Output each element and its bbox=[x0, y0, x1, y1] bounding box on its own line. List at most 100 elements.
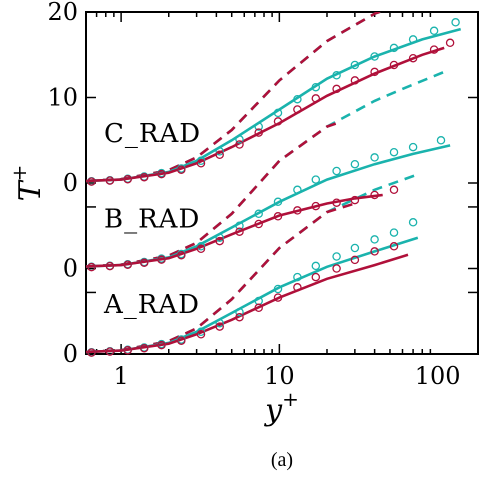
cyan-marker bbox=[293, 185, 302, 195]
cyan-marker bbox=[332, 71, 341, 80]
cyan-marker bbox=[408, 35, 418, 44]
cyan-dashed-line bbox=[86, 12, 384, 183]
x-axis-label-sup: + bbox=[282, 387, 299, 411]
red-marker bbox=[139, 343, 149, 353]
cyan-marker bbox=[293, 94, 302, 104]
y-tick-label: 0 bbox=[63, 340, 78, 368]
red-marker bbox=[332, 198, 341, 207]
cyan-marker bbox=[389, 43, 399, 53]
red-marker bbox=[311, 201, 321, 211]
cyan-marker bbox=[451, 18, 460, 27]
cyan-marker bbox=[408, 218, 418, 227]
red-marker bbox=[293, 206, 302, 215]
cyan-marker bbox=[235, 221, 244, 231]
red-marker bbox=[254, 219, 263, 229]
cyan-marker bbox=[235, 135, 244, 144]
red-marker bbox=[157, 340, 166, 350]
red-marker bbox=[105, 261, 115, 271]
red-marker bbox=[215, 150, 224, 160]
red-marker bbox=[370, 190, 379, 200]
red-marker bbox=[273, 293, 283, 302]
cyan-marker bbox=[196, 242, 206, 251]
cyan-marker bbox=[215, 233, 224, 242]
cyan-marker bbox=[215, 318, 224, 328]
y-tick-label: 0 bbox=[63, 255, 78, 283]
red-marker bbox=[123, 345, 132, 355]
case-label: C_RAD bbox=[104, 119, 201, 149]
red-marker bbox=[139, 172, 149, 182]
red-marker bbox=[254, 303, 263, 313]
cyan-marker bbox=[293, 272, 302, 282]
red-marker bbox=[332, 84, 341, 94]
x-axis-label: y+ bbox=[263, 387, 299, 428]
red-marker bbox=[87, 348, 96, 357]
red-marker bbox=[389, 242, 399, 251]
cyan-marker bbox=[370, 153, 379, 162]
red-marker bbox=[123, 174, 132, 184]
y-axis-label-sup: + bbox=[7, 165, 31, 182]
cyan-marker bbox=[273, 108, 283, 118]
cyan-marker bbox=[350, 159, 360, 169]
red-marker bbox=[273, 212, 283, 221]
red-marker bbox=[370, 247, 379, 256]
cyan-marker bbox=[436, 136, 446, 145]
red-marker bbox=[215, 322, 224, 331]
red-marker bbox=[196, 330, 206, 339]
cyan-marker bbox=[254, 122, 263, 131]
cyan-marker bbox=[350, 243, 360, 253]
cyan-marker bbox=[389, 147, 399, 157]
case-label: A_RAD bbox=[103, 290, 200, 320]
red-marker bbox=[311, 94, 321, 103]
cyan-marker bbox=[196, 327, 206, 337]
red-marker bbox=[157, 169, 166, 179]
red-marker bbox=[429, 45, 439, 54]
cyan-marker bbox=[235, 307, 244, 317]
cyan-marker bbox=[311, 82, 321, 92]
case-labels: A_RAD B_RAD C_RAD bbox=[103, 119, 201, 320]
cyan-marker bbox=[273, 284, 283, 294]
red-marker bbox=[350, 76, 360, 85]
red-marker bbox=[350, 195, 360, 205]
red-marker bbox=[196, 244, 206, 254]
red-marker bbox=[389, 185, 399, 195]
red-marker bbox=[87, 262, 96, 272]
x-tick-label: 10 bbox=[264, 362, 295, 390]
plot-area bbox=[85, 11, 479, 357]
red-marker bbox=[196, 159, 206, 168]
red-marker bbox=[235, 140, 244, 149]
cyan-dashed-line bbox=[86, 70, 445, 268]
cyan-marker bbox=[370, 235, 379, 244]
red-marker bbox=[389, 60, 399, 70]
cyan-marker bbox=[196, 156, 206, 166]
red-marker bbox=[408, 53, 418, 63]
red-marker bbox=[177, 165, 186, 174]
cyan-marker bbox=[350, 60, 360, 70]
red-marker bbox=[235, 312, 244, 322]
red-marker bbox=[87, 177, 96, 186]
red-marker bbox=[157, 255, 166, 264]
red-marker bbox=[105, 347, 115, 356]
cyan-marker bbox=[408, 142, 418, 152]
red-marker bbox=[445, 38, 455, 48]
data-markers bbox=[87, 18, 460, 357]
cyan-marker bbox=[332, 166, 341, 176]
tick-labels: 1 10 100 0 0 0 10 20 bbox=[47, 0, 460, 390]
x-tick-label: 1 bbox=[113, 362, 128, 390]
y-tick-label: 10 bbox=[47, 84, 78, 112]
axis-ticks bbox=[85, 11, 478, 355]
red-marker bbox=[311, 272, 321, 282]
red-marker bbox=[235, 227, 244, 236]
cyan-marker bbox=[273, 197, 283, 207]
red-marker bbox=[293, 283, 302, 292]
red-marker bbox=[215, 236, 224, 246]
red-marker bbox=[123, 260, 132, 269]
red-marker bbox=[177, 336, 186, 345]
red-marker bbox=[273, 117, 283, 126]
red-marker bbox=[332, 264, 341, 273]
red-marker bbox=[139, 258, 149, 267]
cyan-solid-line bbox=[86, 27, 462, 183]
y-tick-label: 20 bbox=[47, 0, 78, 26]
y-axis-label: T+ bbox=[7, 165, 48, 202]
red-marker bbox=[177, 250, 186, 260]
